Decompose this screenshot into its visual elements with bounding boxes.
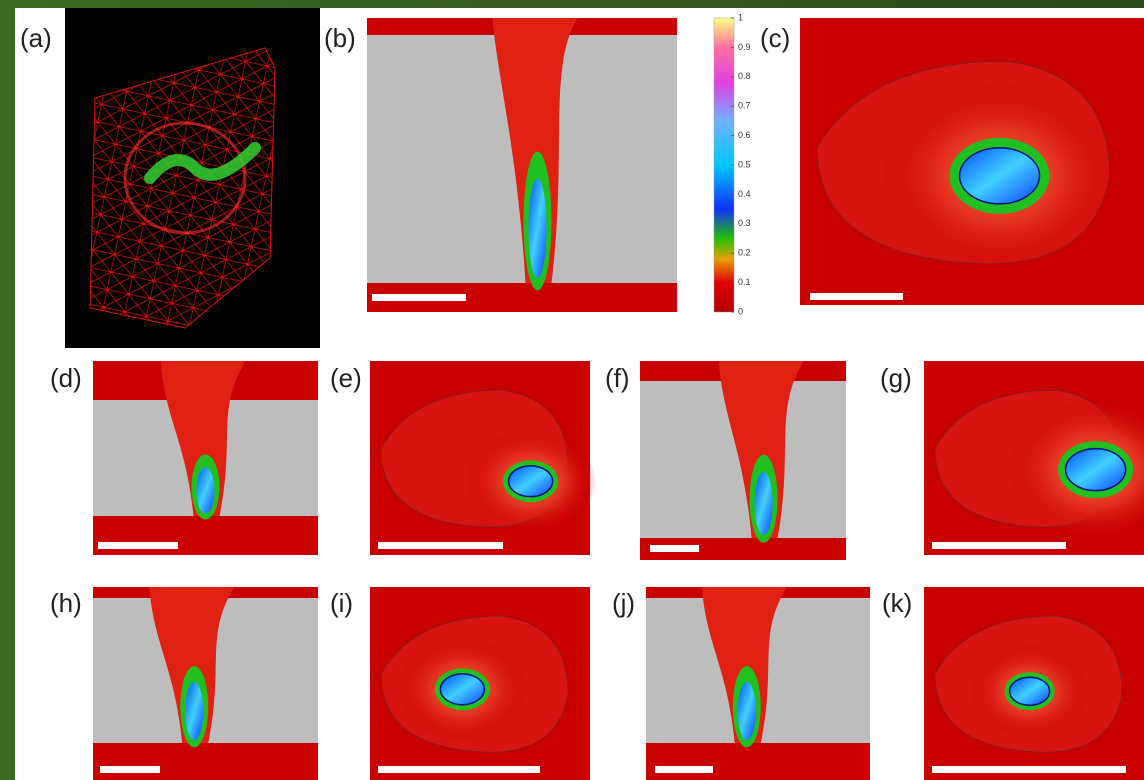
scale-bar [378, 542, 503, 549]
colorbar-tick-label: 0.7 [738, 101, 751, 111]
colorbar-tick-label: 1 [738, 12, 743, 22]
colorbar-tick-label: 0.3 [738, 218, 751, 228]
panel-label: (d) [50, 363, 82, 393]
panel-label: (g) [880, 363, 912, 393]
scale-bar [372, 294, 466, 301]
core [1010, 677, 1050, 705]
plume-core [185, 682, 203, 740]
panel-label: (c) [760, 23, 790, 53]
plume-core [755, 472, 773, 535]
panel-label: (f) [605, 363, 630, 393]
colorbar-tick-label: 0.1 [738, 277, 751, 287]
panel-label: (b) [324, 23, 356, 53]
core [960, 148, 1040, 204]
panel-label: (h) [50, 588, 82, 618]
scale-bar [932, 766, 1126, 773]
scale-bar [650, 545, 699, 552]
scale-bar [932, 542, 1066, 549]
colorbar-tick-label: 0.8 [738, 71, 751, 81]
colorbar-tick-label: 0.5 [738, 159, 751, 169]
panel-label: (j) [612, 588, 635, 618]
scale-bar [100, 766, 160, 773]
panel-label: (e) [330, 363, 362, 393]
colorbar-tick-label: 0.6 [738, 130, 751, 140]
figure: (a) (b) (c) (d) (e) (f) (g) (h) (i) (j) (k) 0 0.1 0.2… [0, 0, 1144, 780]
plume-core [197, 467, 215, 513]
plume-core [738, 682, 756, 740]
core [1066, 449, 1126, 491]
scale-bar [810, 293, 903, 300]
panel-label: (a) [20, 23, 52, 53]
colorbar-tick-label: 0.4 [738, 189, 751, 199]
colorbar-tick-label: 0.2 [738, 248, 751, 258]
core [509, 466, 553, 497]
scale-bar [378, 766, 540, 773]
scale-bar [98, 542, 178, 549]
colorbar-tick-label: 0.9 [738, 42, 751, 52]
panel-label: (i) [330, 588, 353, 618]
plume-core [529, 179, 547, 278]
core [440, 674, 484, 705]
colorbar-tick-label: 0 [738, 306, 743, 316]
scale-bar [655, 766, 713, 773]
panel-label: (k) [882, 588, 912, 618]
